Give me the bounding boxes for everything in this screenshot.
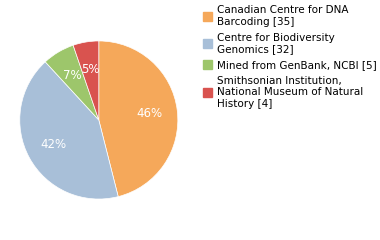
- Wedge shape: [99, 41, 178, 197]
- Text: 46%: 46%: [137, 107, 163, 120]
- Text: 5%: 5%: [81, 63, 100, 76]
- Text: 7%: 7%: [63, 69, 82, 82]
- Wedge shape: [45, 45, 99, 120]
- Text: 42%: 42%: [41, 138, 66, 151]
- Wedge shape: [20, 62, 118, 199]
- Legend: Canadian Centre for DNA
Barcoding [35], Centre for Biodiversity
Genomics [32], M: Canadian Centre for DNA Barcoding [35], …: [203, 5, 377, 109]
- Wedge shape: [73, 41, 99, 120]
